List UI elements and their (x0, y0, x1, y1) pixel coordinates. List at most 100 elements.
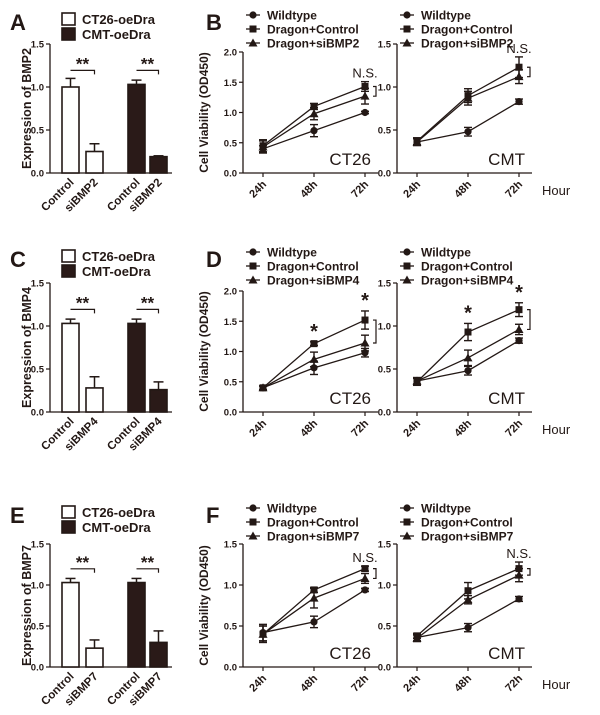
panel-letter: F (206, 503, 219, 528)
legend-label: Dragon+siBMP2 (421, 37, 514, 51)
x-tick-label: 48h (298, 417, 320, 439)
bar (85, 150, 104, 174)
legend-marker (249, 518, 257, 526)
legend-label: Dragon+siBMP4 (421, 274, 514, 288)
panel-letter: B (206, 10, 222, 35)
legend-label: Wildtype (267, 246, 317, 260)
legend-label: Wildtype (267, 9, 317, 23)
data-point (515, 63, 523, 71)
x-axis-label: Hour (542, 422, 571, 437)
x-tick-label: 72h (349, 178, 371, 200)
y-tick-label: 1.0 (224, 108, 237, 119)
x-tick-label: 48h (452, 178, 474, 200)
y-tick-label: 0.0 (378, 408, 391, 419)
legend-label: Dragon+siBMP2 (267, 37, 360, 51)
legend-marker (402, 531, 412, 540)
legend-swatch (61, 505, 76, 519)
data-point (361, 316, 369, 324)
y-tick-label: 0.5 (378, 126, 392, 137)
significance-label: ** (141, 553, 155, 572)
bar (149, 641, 168, 668)
y-tick-label: 0.0 (224, 663, 237, 674)
significance-bracket (70, 308, 96, 314)
data-point (514, 324, 524, 333)
y-tick-label: 0.5 (31, 622, 45, 633)
y-tick-label: 1.5 (378, 540, 392, 551)
bar (61, 581, 80, 668)
x-tick-label: 48h (298, 672, 320, 694)
bar (149, 155, 168, 174)
significance-bracket (527, 568, 531, 576)
legend-marker (402, 275, 412, 284)
legend-swatch (61, 12, 76, 26)
y-axis-label: Cell Viability (OD450) (197, 291, 211, 412)
y-tick-label: 0.0 (378, 663, 391, 674)
legend-marker (248, 275, 258, 284)
data-point (514, 72, 524, 81)
data-point (514, 570, 524, 579)
y-tick-label: 1.5 (224, 317, 238, 328)
bar (149, 388, 168, 413)
significance-label: ** (76, 293, 90, 312)
significance-label: N.S. (352, 550, 377, 565)
significance-bracket (527, 309, 531, 331)
significance-label: * (361, 290, 369, 312)
y-tick-label: 1.0 (378, 83, 391, 94)
data-point (361, 565, 369, 573)
bar (85, 387, 104, 413)
x-tick-label: 72h (503, 417, 525, 439)
legend-label: Wildtype (267, 502, 317, 516)
x-tick-label: 72h (503, 672, 525, 694)
significance-bracket (373, 85, 377, 97)
data-point (258, 383, 268, 392)
data-point (258, 142, 268, 151)
significance-bracket (136, 69, 160, 75)
cell-line-label: CMT (488, 150, 525, 169)
significance-label: N.S. (506, 41, 531, 56)
data-point (361, 586, 369, 594)
series-triangle (258, 87, 370, 154)
significance-label: ** (141, 293, 155, 312)
y-tick-label: 1.0 (378, 581, 391, 592)
y-tick-label: 0.0 (224, 169, 237, 180)
cell-line-label: CT26 (329, 389, 371, 408)
x-tick-label: 72h (349, 672, 371, 694)
legend-swatch (61, 264, 76, 278)
panel-letter: D (206, 247, 222, 272)
data-point (463, 353, 473, 362)
y-tick-label: 0.5 (378, 365, 392, 376)
y-tick-label: 1.0 (31, 322, 44, 333)
legend-marker (403, 25, 411, 33)
y-tick-label: 0.5 (224, 622, 238, 633)
data-point (412, 376, 422, 385)
y-axis-label: Expression of BMP4 (20, 287, 34, 408)
bar (61, 322, 80, 413)
x-tick-label: 48h (452, 417, 474, 439)
data-point (463, 595, 473, 604)
significance-label: ** (141, 54, 155, 73)
significance-label: * (464, 302, 472, 324)
series-triangle (412, 567, 524, 643)
legend-swatch (61, 27, 76, 41)
bar (61, 86, 80, 174)
data-point (360, 91, 370, 100)
panel-letter: C (10, 247, 26, 272)
y-tick-label: 2.0 (224, 287, 237, 298)
legend-label: CT26-oeDra (82, 12, 156, 27)
legend-label: Dragon+Control (421, 23, 513, 37)
cell-line-label: CT26 (329, 644, 371, 663)
bar (127, 83, 146, 174)
significance-label: N.S. (506, 546, 531, 561)
series-triangle (258, 334, 370, 392)
y-tick-label: 1.5 (31, 40, 45, 51)
y-tick-label: 1.0 (224, 581, 237, 592)
y-tick-label: 1.0 (31, 83, 44, 94)
data-point (361, 82, 369, 90)
